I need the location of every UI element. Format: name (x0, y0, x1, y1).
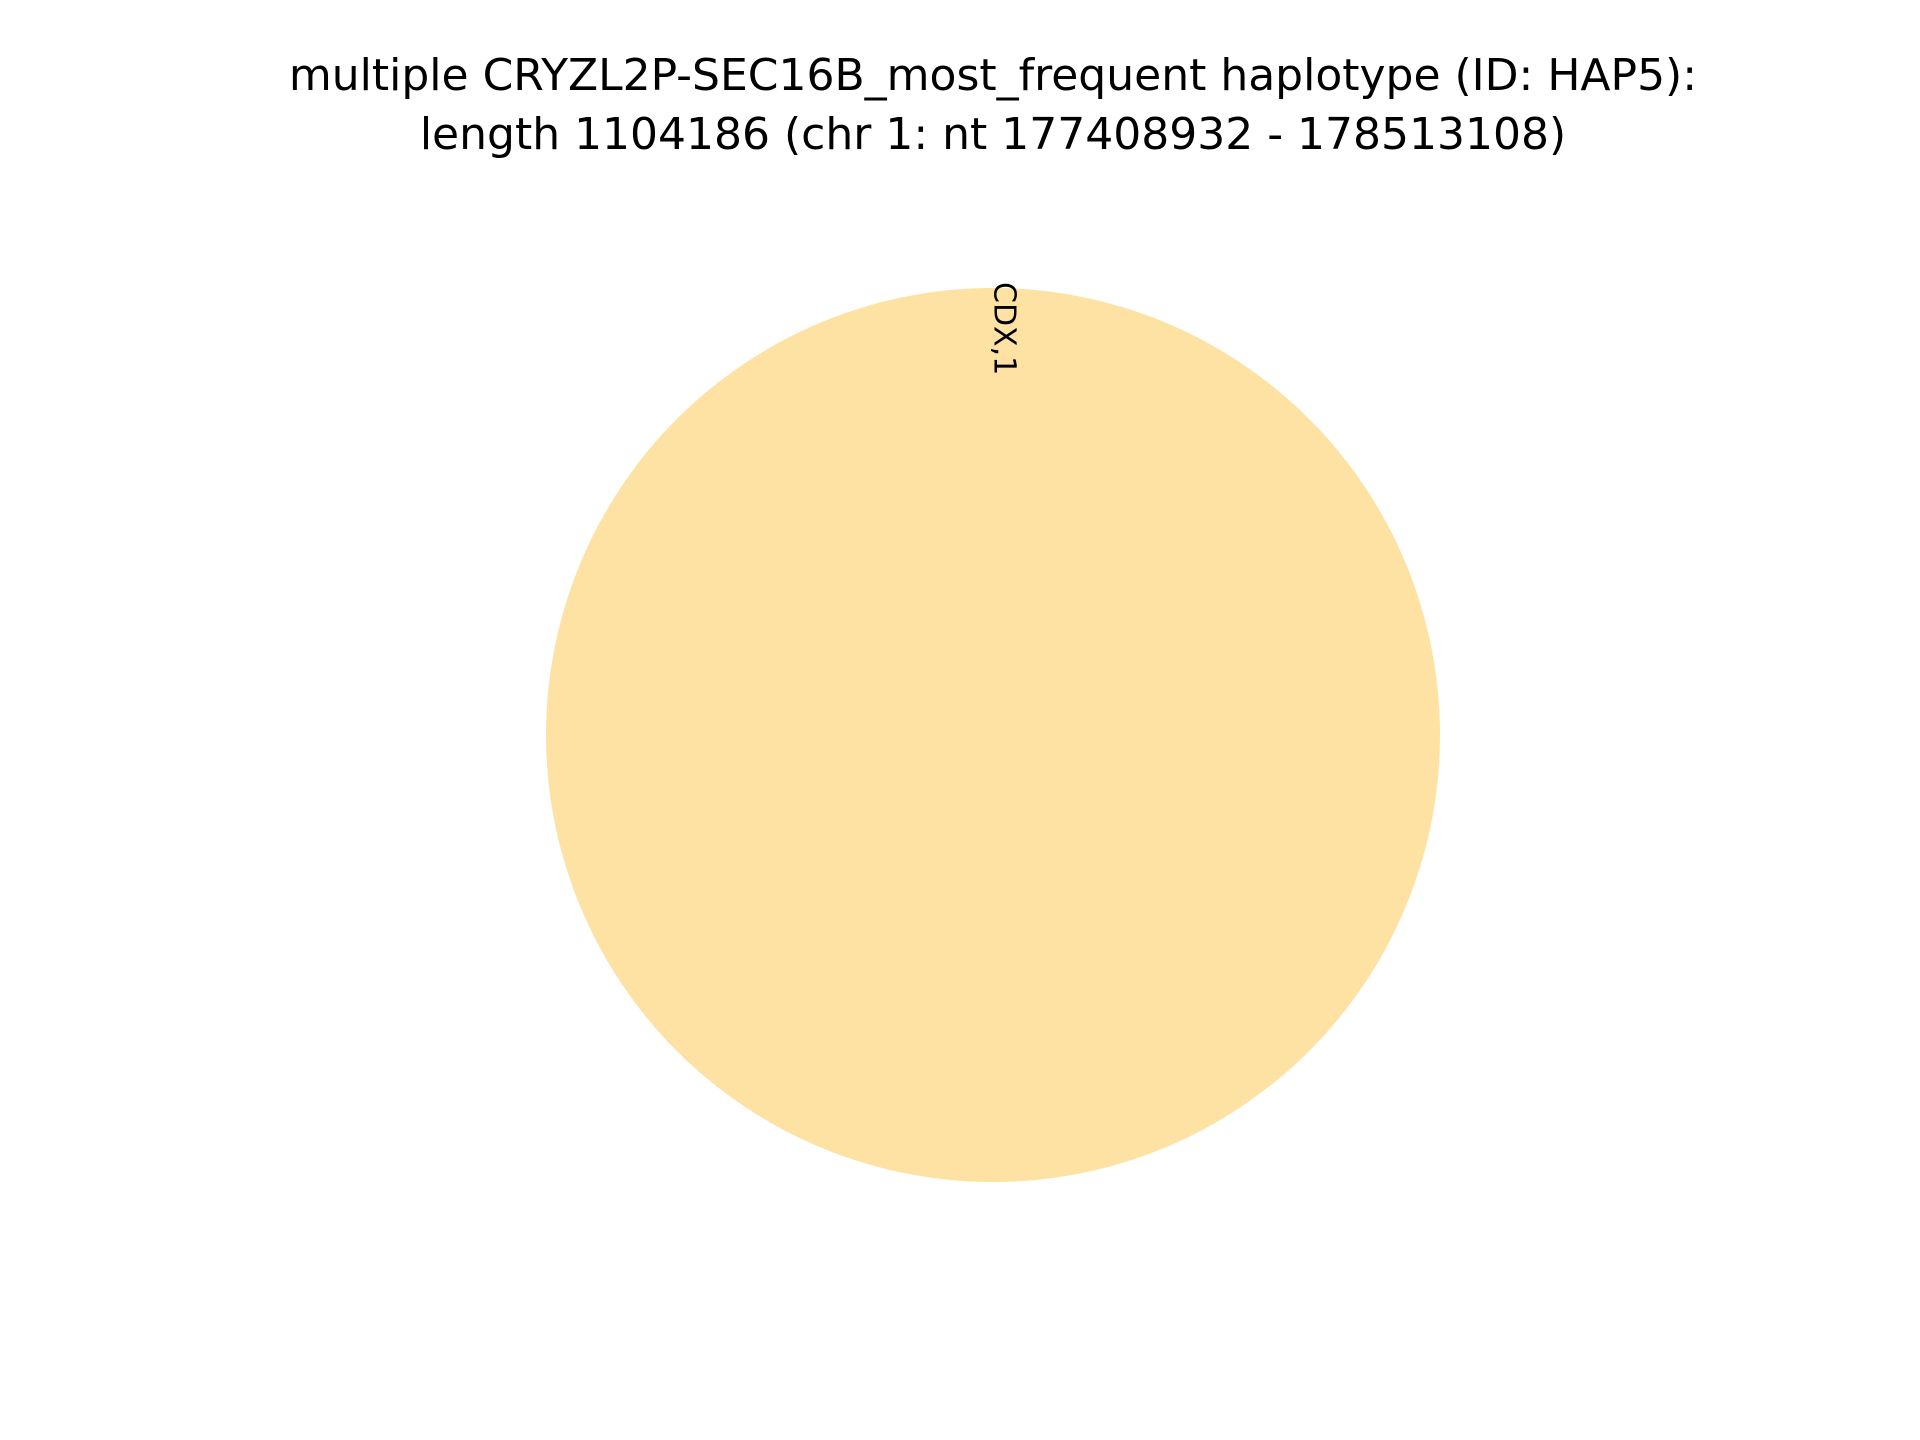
pie-labels: CDX,1 (987, 282, 1022, 375)
chart-title-line-2: length 1104186 (chr 1: nt 177408932 - 17… (419, 109, 1567, 160)
pie-slice-label-0: CDX,1 (987, 282, 1022, 375)
pie-slices (546, 288, 1440, 1182)
pie-slice-0 (546, 288, 1440, 1182)
chart-title-line-1: multiple CRYZL2P-SEC16B_most_frequent ha… (288, 50, 1698, 101)
chart-title: multiple CRYZL2P-SEC16B_most_frequent ha… (0, 46, 1920, 164)
